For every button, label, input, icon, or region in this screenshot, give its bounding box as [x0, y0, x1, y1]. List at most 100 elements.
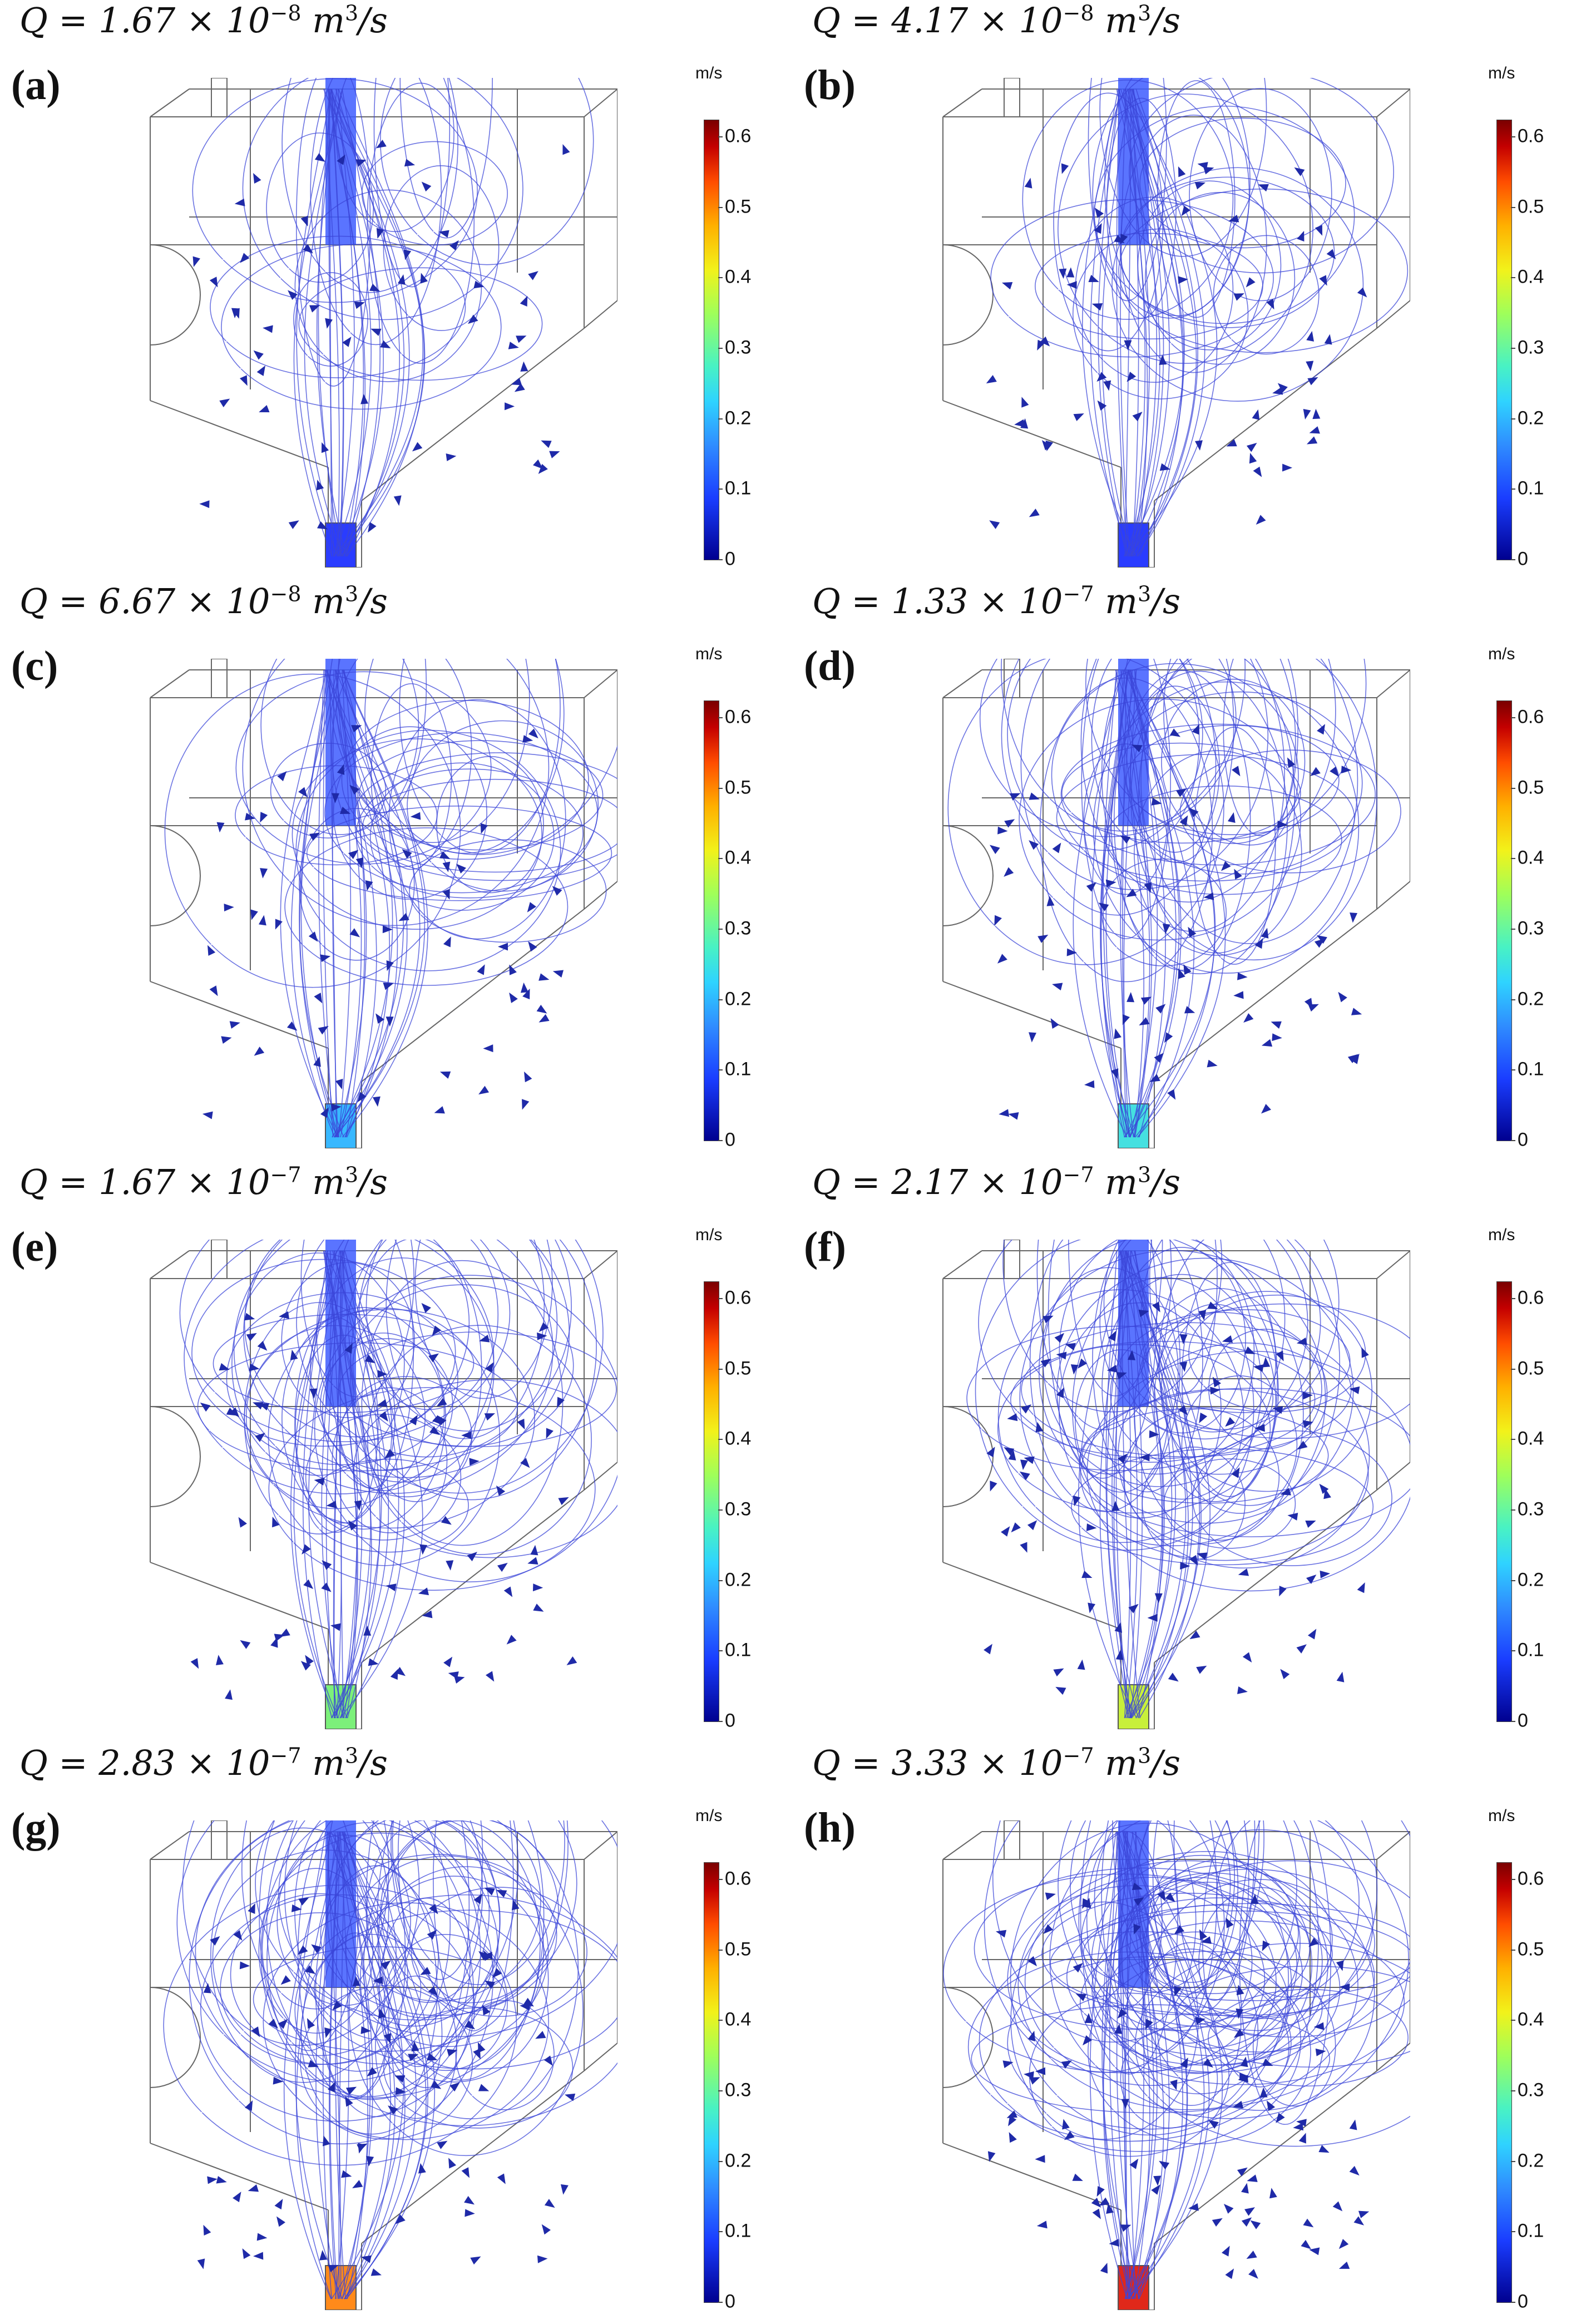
flow-rate-unit-tail: /s [1151, 1743, 1180, 1783]
streamline [1125, 1250, 1211, 1719]
flow-arrow [1181, 205, 1190, 216]
streamline [377, 1820, 541, 2069]
panel-c: Q = 6.67 × 10−8 m3/s (c) m/s 0 0.1 0.2 0.3 0.4 0… [0, 581, 793, 1162]
streamline [1124, 1831, 1210, 2300]
streamline [1093, 681, 1360, 974]
flow-arrow [1266, 299, 1274, 310]
flow-arrow [1203, 2058, 1213, 2068]
streamline [1216, 1820, 1360, 1998]
flow-arrow [1307, 377, 1318, 386]
flow-arrow [1246, 277, 1256, 288]
streamline [1109, 1831, 1130, 2300]
flow-arrow [1236, 1985, 1244, 1996]
streamline [266, 1822, 471, 2098]
flow-arrow [506, 1635, 517, 1645]
streamline [392, 1820, 565, 1985]
flow-arrow [1019, 1471, 1030, 1481]
streamline [1017, 1860, 1358, 2110]
flow-rate-mantissa: 2.83 [98, 1743, 176, 1783]
flow-arrow [1254, 1424, 1265, 1432]
streamline-plot [150, 1820, 617, 2310]
flow-arrow [465, 2020, 476, 2030]
flow-rate-mantissa: 1.33 [891, 581, 969, 621]
streamline [1081, 659, 1171, 939]
flow-arrow [1115, 1650, 1124, 1660]
streamline [375, 1975, 457, 2119]
flow-arrow [1296, 1644, 1307, 1654]
flow-arrow [268, 2019, 278, 2029]
flow-arrow [986, 374, 997, 384]
flow-arrow [1075, 1994, 1086, 2001]
outline-edge [1376, 669, 1410, 698]
streamline [242, 659, 550, 926]
streamline [1010, 1341, 1316, 1459]
flow-rate-label: Q = 2.83 × 10−7 m3/s [19, 1743, 388, 1783]
flow-arrow [421, 181, 432, 192]
flow-arrow [530, 1545, 538, 1556]
colorbar-unit: m/s [695, 64, 723, 82]
flow-arrow [1261, 1104, 1271, 1114]
outline-edge [150, 88, 190, 117]
flow-arrow [1310, 767, 1321, 776]
colorbar-tick-mark [1511, 1439, 1515, 1440]
streamline [210, 235, 466, 378]
flow-arrow [348, 850, 359, 860]
flow-arrow [1132, 411, 1143, 422]
flow-arrow [1035, 2155, 1045, 2163]
streamline [1128, 88, 1218, 557]
flow-arrow [1324, 334, 1332, 345]
flow-arrow [1035, 2067, 1046, 2075]
flow-arrow [251, 2026, 260, 2037]
colorbar-tick-label: 0.2 [725, 988, 752, 1010]
streamline [1127, 669, 1226, 1138]
streamline [997, 1289, 1244, 1543]
streamline [1116, 88, 1128, 557]
flow-arrow [1194, 182, 1206, 190]
flow-arrow [351, 725, 362, 733]
flow-arrow [1243, 1013, 1254, 1023]
flow-arrow [442, 889, 450, 900]
streamline [1086, 1830, 1163, 2009]
streamline [290, 1250, 337, 1719]
colorbar [1496, 120, 1512, 560]
flow-arrow [1280, 1669, 1290, 1679]
streamline [1115, 669, 1145, 1138]
flow-arrow [478, 2084, 490, 2091]
streamline [1103, 1831, 1133, 2300]
flow-arrow [1188, 2203, 1199, 2211]
colorbar-tick-mark [718, 1650, 723, 1651]
flow-arrow [1253, 466, 1262, 477]
flow-arrow [1312, 408, 1321, 420]
panel-b: Q = 4.17 × 10−8 m3/s (b) m/s 0 0.1 0.2 0.3 0.4 0… [793, 0, 1585, 581]
panel-g: Q = 2.83 × 10−7 m3/s (g) m/s 0 0.1 0.2 0.3 0.4 0… [0, 1743, 793, 2323]
streamline [1007, 1956, 1292, 2130]
streamline [260, 1820, 481, 2100]
flow-arrow [1287, 757, 1296, 768]
flow-arrow [1306, 330, 1314, 342]
colorbar-tick-label: 0.4 [725, 2009, 752, 2030]
flow-arrow [1246, 442, 1257, 452]
streamline [327, 88, 366, 557]
flow-arrow [1138, 1309, 1149, 1318]
flow-arrow [1088, 274, 1099, 283]
flow-arrow [1094, 223, 1102, 234]
flow-arrow [1109, 2238, 1120, 2247]
flow-arrow [1226, 439, 1237, 447]
flow-rate-unit-exponent: 3 [345, 581, 359, 606]
flow-arrow [272, 1517, 280, 1528]
streamline [321, 1932, 389, 2098]
flow-arrow [1238, 2075, 1248, 2083]
flow-arrow [465, 2209, 475, 2217]
streamline [253, 1946, 507, 2052]
streamline [1119, 1250, 1163, 1719]
flow-arrow [216, 822, 225, 833]
flow-arrow [1176, 788, 1187, 797]
flow-arrow [216, 2175, 227, 2184]
colorbar [1496, 1281, 1512, 1722]
outline-edge [150, 1562, 329, 1630]
flow-arrow [278, 2019, 288, 2029]
colorbar-tick-mark [1511, 1140, 1515, 1141]
streamline [300, 669, 340, 1138]
colorbar-tick-mark [718, 2231, 723, 2232]
flow-arrow [421, 1302, 431, 1313]
